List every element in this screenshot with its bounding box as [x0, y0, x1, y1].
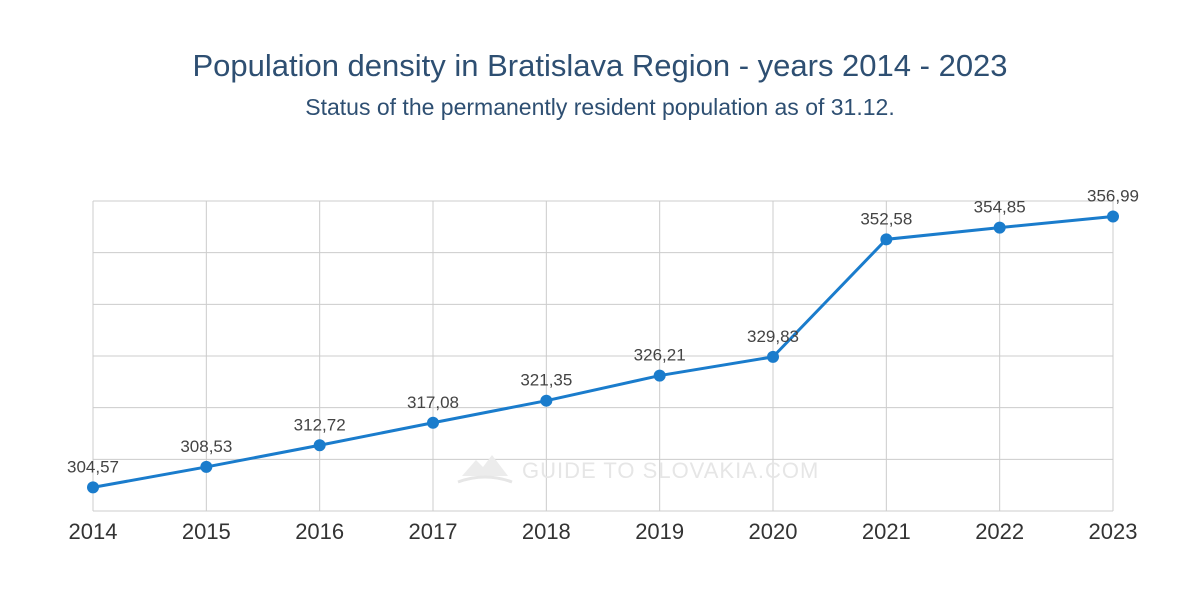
data-label: 304,57 [67, 457, 119, 476]
x-tick-label: 2015 [182, 519, 231, 544]
data-label: 356,99 [1087, 187, 1139, 206]
series: 304,57 308,53 312,72 317,08 321,35 326,21 329,… [67, 187, 1139, 494]
data-label: 321,35 [520, 371, 572, 390]
x-axis: 2014 2015 2016 2017 2018 2019 2020 2021 2022 2023 [69, 519, 1138, 544]
mountain-logo-icon [457, 455, 513, 484]
data-point [880, 233, 893, 246]
watermark: GUIDE TO SLOVAKIA.COM [457, 455, 819, 484]
x-tick-label: 2019 [635, 519, 684, 544]
data-point [87, 481, 99, 494]
x-tick-label: 2014 [69, 519, 118, 544]
x-tick-label: 2021 [862, 519, 911, 544]
grid [92, 200, 1114, 512]
data-point [427, 416, 439, 429]
data-label: 329,83 [747, 327, 799, 346]
chart-title: Population density in Bratislava Region … [192, 48, 1008, 83]
data-point [540, 394, 553, 407]
data-point [1107, 210, 1119, 223]
data-label: 352,58 [860, 209, 912, 228]
data-point [993, 221, 1006, 234]
watermark-text: GUIDE TO SLOVAKIA.COM [522, 458, 819, 483]
data-point [767, 350, 779, 363]
x-tick-label: 2018 [522, 519, 571, 544]
data-label: 317,08 [407, 393, 459, 412]
x-tick-label: 2017 [409, 519, 458, 544]
data-label: 308,53 [180, 437, 232, 456]
x-tick-label: 2020 [749, 519, 798, 544]
x-tick-label: 2016 [295, 519, 344, 544]
x-tick-label: 2023 [1089, 519, 1138, 544]
chart-subtitle: Status of the permanently resident popul… [305, 94, 895, 120]
data-label: 354,85 [974, 198, 1026, 217]
data-point [313, 439, 326, 452]
series-line [92, 215, 1114, 489]
data-point [200, 460, 213, 473]
x-tick-label: 2022 [975, 519, 1024, 544]
data-point [653, 369, 666, 382]
data-label: 326,21 [634, 346, 686, 365]
data-label: 312,72 [294, 415, 346, 434]
